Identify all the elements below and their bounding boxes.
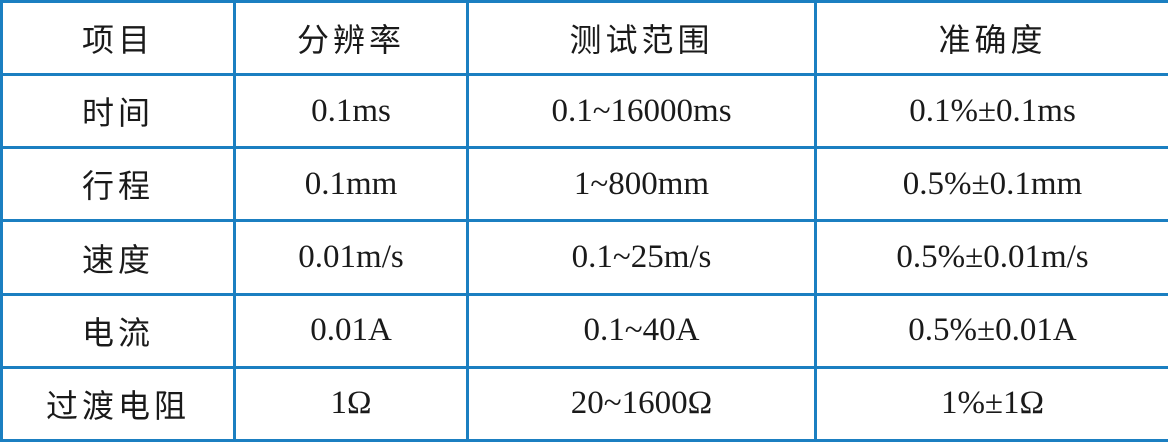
table-row: 速度 0.01m/s 0.1~25m/s 0.5%±0.01m/s	[0, 219, 1168, 296]
range-cell: 0.1~16000ms	[466, 73, 817, 150]
resolution-cell: 0.1ms	[233, 73, 469, 150]
header-row: 项目 分辨率 测试范围 准确度	[0, 0, 1168, 77]
resolution-cell: 0.01m/s	[233, 219, 469, 296]
resolution-cell: 0.1mm	[233, 146, 469, 223]
accuracy-cell: 0.5%±0.01A	[814, 292, 1168, 369]
table-row: 过渡电阻 1Ω 20~1600Ω 1%±1Ω	[0, 365, 1168, 442]
accuracy-cell: 0.1%±0.1ms	[814, 73, 1168, 150]
range-cell: 0.1~25m/s	[466, 219, 817, 296]
range-cell: 0.1~40A	[466, 292, 817, 369]
table-row: 行程 0.1mm 1~800mm 0.5%±0.1mm	[0, 146, 1168, 223]
resolution-cell: 0.01A	[233, 292, 469, 369]
range-cell: 20~1600Ω	[466, 365, 817, 442]
header-resolution: 分辨率	[233, 0, 469, 77]
header-range: 测试范围	[466, 0, 817, 77]
accuracy-cell: 0.5%±0.01m/s	[814, 219, 1168, 296]
resolution-cell: 1Ω	[233, 365, 469, 442]
header-item: 项目	[0, 0, 236, 77]
item-cell: 过渡电阻	[0, 365, 236, 442]
accuracy-cell: 0.5%±0.1mm	[814, 146, 1168, 223]
header-accuracy: 准确度	[814, 0, 1168, 77]
item-cell: 时间	[0, 73, 236, 150]
item-cell: 行程	[0, 146, 236, 223]
table-row: 时间 0.1ms 0.1~16000ms 0.1%±0.1ms	[0, 73, 1168, 150]
range-cell: 1~800mm	[466, 146, 817, 223]
item-cell: 速度	[0, 219, 236, 296]
table-row: 电流 0.01A 0.1~40A 0.5%±0.01A	[0, 292, 1168, 369]
accuracy-cell: 1%±1Ω	[814, 365, 1168, 442]
item-cell: 电流	[0, 292, 236, 369]
